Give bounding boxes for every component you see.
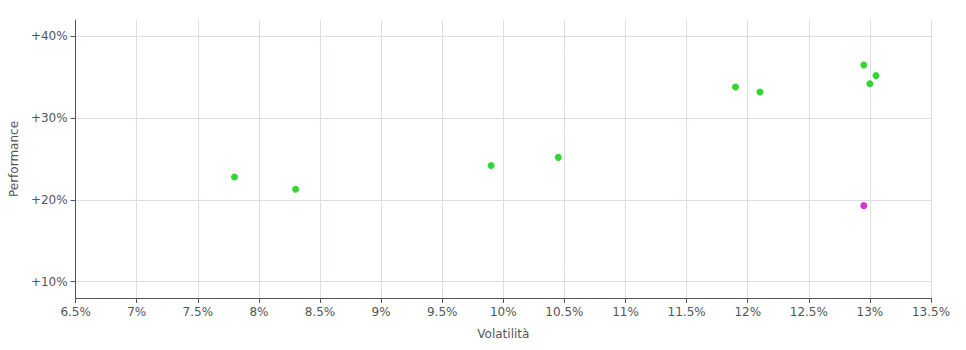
svg-text:11%: 11% <box>612 305 639 319</box>
svg-text:7.5%: 7.5% <box>183 305 214 319</box>
svg-text:6.5%: 6.5% <box>60 305 91 319</box>
svg-text:8%: 8% <box>249 305 268 319</box>
svg-text:9.5%: 9.5% <box>427 305 458 319</box>
svg-text:8.5%: 8.5% <box>305 305 336 319</box>
svg-text:10%: 10% <box>490 305 517 319</box>
svg-text:+10%: +10% <box>31 275 68 289</box>
svg-text:9%: 9% <box>372 305 391 319</box>
svg-text:11.5%: 11.5% <box>668 305 706 319</box>
svg-text:12%: 12% <box>734 305 761 319</box>
svg-text:+40%: +40% <box>31 29 68 43</box>
svg-text:13%: 13% <box>857 305 884 319</box>
svg-text:+30%: +30% <box>31 111 68 125</box>
svg-text:7%: 7% <box>127 305 146 319</box>
svg-text:10.5%: 10.5% <box>545 305 583 319</box>
svg-text:13.5%: 13.5% <box>912 305 950 319</box>
svg-text:Volatilità: Volatilità <box>477 327 529 341</box>
svg-text:+20%: +20% <box>31 193 68 207</box>
svg-text:12.5%: 12.5% <box>790 305 828 319</box>
svg-text:Performance: Performance <box>7 121 21 197</box>
